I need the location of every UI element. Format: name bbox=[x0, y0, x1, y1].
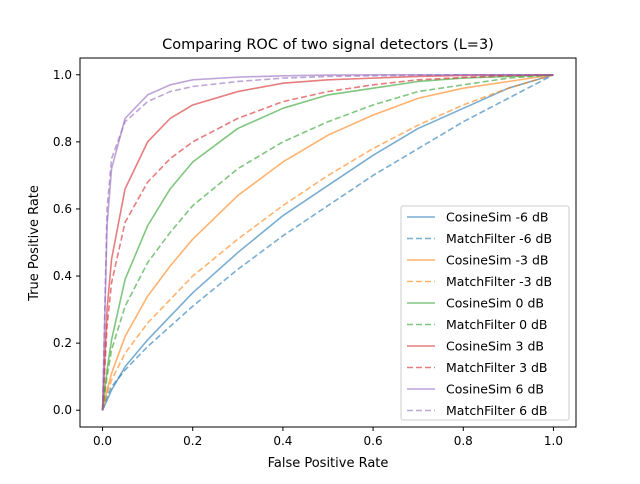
y-tick-label-3: 0.6 bbox=[53, 202, 72, 216]
x-axis-ticks: 0.0 0.2 0.4 0.6 0.8 1.0 bbox=[93, 427, 563, 448]
x-tick-label-2: 0.4 bbox=[273, 434, 292, 448]
series-line-3 bbox=[101, 74, 554, 411]
legend-box bbox=[400, 205, 570, 421]
legend-label-1: MatchFilter -6 dB bbox=[446, 231, 552, 246]
legend-label-2: CosineSim -3 dB bbox=[446, 253, 548, 268]
legend-label-6: CosineSim 3 dB bbox=[446, 339, 544, 354]
legend-label-4: CosineSim 0 dB bbox=[446, 296, 544, 311]
chart-title: Comparing ROC of two signal detectors (L… bbox=[162, 37, 494, 53]
x-tick-label-0: 0.0 bbox=[93, 434, 112, 448]
y-axis-ticks: 0.0 0.2 0.4 0.6 0.8 1.0 bbox=[53, 68, 80, 417]
series-line-6 bbox=[101, 73, 554, 411]
y-tick-label-0: 0.0 bbox=[53, 403, 72, 417]
y-tick-label-1: 0.2 bbox=[53, 336, 72, 350]
series-line-9 bbox=[101, 73, 554, 411]
plot-frame bbox=[79, 57, 577, 428]
x-tick-label-1: 0.2 bbox=[183, 434, 202, 448]
legend-label-3: MatchFilter -3 dB bbox=[446, 274, 552, 289]
legend-label-9: MatchFilter 6 dB bbox=[446, 403, 548, 418]
lines-layer bbox=[101, 73, 554, 411]
legend: CosineSim -6 dB MatchFilter -6 dB CosineSi… bbox=[400, 205, 570, 421]
x-axis-label: False Positive Rate bbox=[268, 456, 389, 471]
series-line-7 bbox=[101, 73, 554, 411]
series-line-1 bbox=[101, 74, 554, 411]
legend-label-7: MatchFilter 3 dB bbox=[446, 360, 548, 375]
legend-label-8: CosineSim 6 dB bbox=[446, 382, 544, 397]
y-tick-label-4: 0.8 bbox=[53, 135, 72, 149]
x-tick-label-5: 1.0 bbox=[544, 434, 563, 448]
legend-label-5: MatchFilter 0 dB bbox=[446, 317, 548, 332]
y-tick-label-2: 0.4 bbox=[53, 269, 72, 283]
series-line-5 bbox=[101, 73, 554, 411]
series-line-4 bbox=[101, 73, 554, 411]
x-tick-label-3: 0.6 bbox=[364, 434, 383, 448]
series-line-2 bbox=[101, 73, 554, 411]
x-tick-label-4: 0.8 bbox=[454, 434, 473, 448]
legend-label-0: CosineSim -6 dB bbox=[446, 210, 548, 225]
y-tick-label-5: 1.0 bbox=[53, 68, 72, 82]
y-axis-label: True Positive Rate bbox=[27, 185, 42, 302]
